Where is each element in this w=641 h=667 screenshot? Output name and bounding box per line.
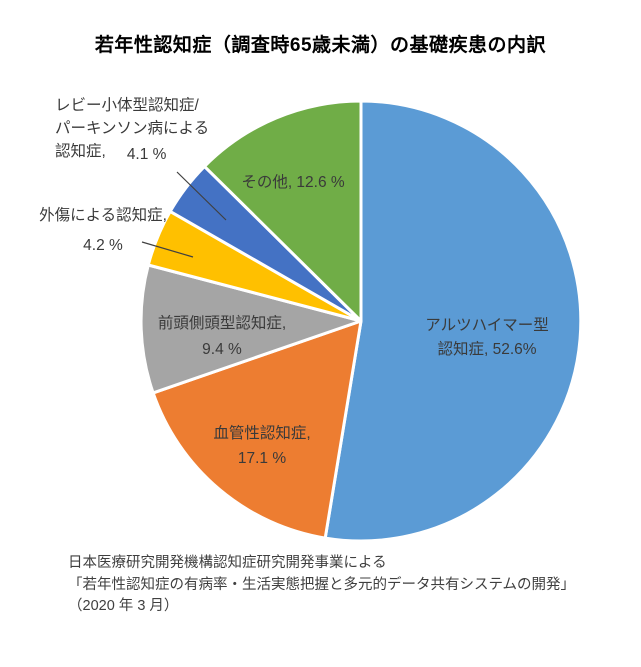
data-label-other: その他, 12.6 % [213, 170, 373, 192]
source-note: 日本医療研究開発機構認知症研究開発事業による 「若年性認知症の有病率・生活実態把… [68, 553, 575, 618]
data-label-text: レビー小体型認知症/ [55, 97, 199, 114]
data-label-value: 9.4 % [202, 341, 242, 358]
pie-slice-alzheimer [323, 99, 583, 543]
source-note-line: 日本医療研究開発機構認知症研究開発事業による [68, 555, 387, 571]
pie-slices-group [139, 99, 583, 543]
data-label-text: パーキンソン病による [55, 120, 210, 137]
source-note-line: （2020 年 3 月） [68, 598, 179, 614]
data-label-lewy-parkinson: レビー小体型認知症/ パーキンソン病による 認知症, 4.1 % [55, 94, 209, 163]
data-label-text: 前頭側頭型認知症, [157, 315, 287, 332]
data-label-frontotemporal: 前頭側頭型認知症, 9.4 % [142, 311, 302, 363]
data-label-value: 4.1 % [126, 146, 167, 163]
data-label-text: 血管性認知症, [213, 425, 311, 442]
data-label-alzheimer: アルツハイマー型 認知症, 52.6% [407, 314, 567, 362]
source-note-line: 「若年性認知症の有病率・生活実態把握と多元的データ共有システムの開発」 [68, 576, 576, 593]
data-label-text: アルツハイマー型 [425, 317, 549, 334]
data-label-text: 外傷による認知症, [39, 207, 167, 224]
pie-slice-other [203, 99, 363, 323]
data-label-value: 4.2 % [83, 237, 123, 254]
data-label-value: 17.1 % [237, 450, 287, 467]
data-label-value: 認知症, 52.6% [437, 341, 537, 358]
data-label-text: その他, 12.6 % [241, 174, 345, 191]
pie-slice-frontotemporal [139, 263, 363, 395]
leader-line-lewy [176, 171, 227, 221]
leader-line-trauma [141, 241, 194, 258]
data-label-vascular: 血管性認知症, 17.1 % [182, 421, 342, 471]
data-label-trauma: 外傷による認知症, 4.2 % [30, 201, 176, 261]
data-label-text: 認知症, 4.1 % [55, 140, 209, 163]
chart-title: 若年性認知症（調査時65歳未満）の基礎疾患の内訳 [94, 35, 547, 56]
